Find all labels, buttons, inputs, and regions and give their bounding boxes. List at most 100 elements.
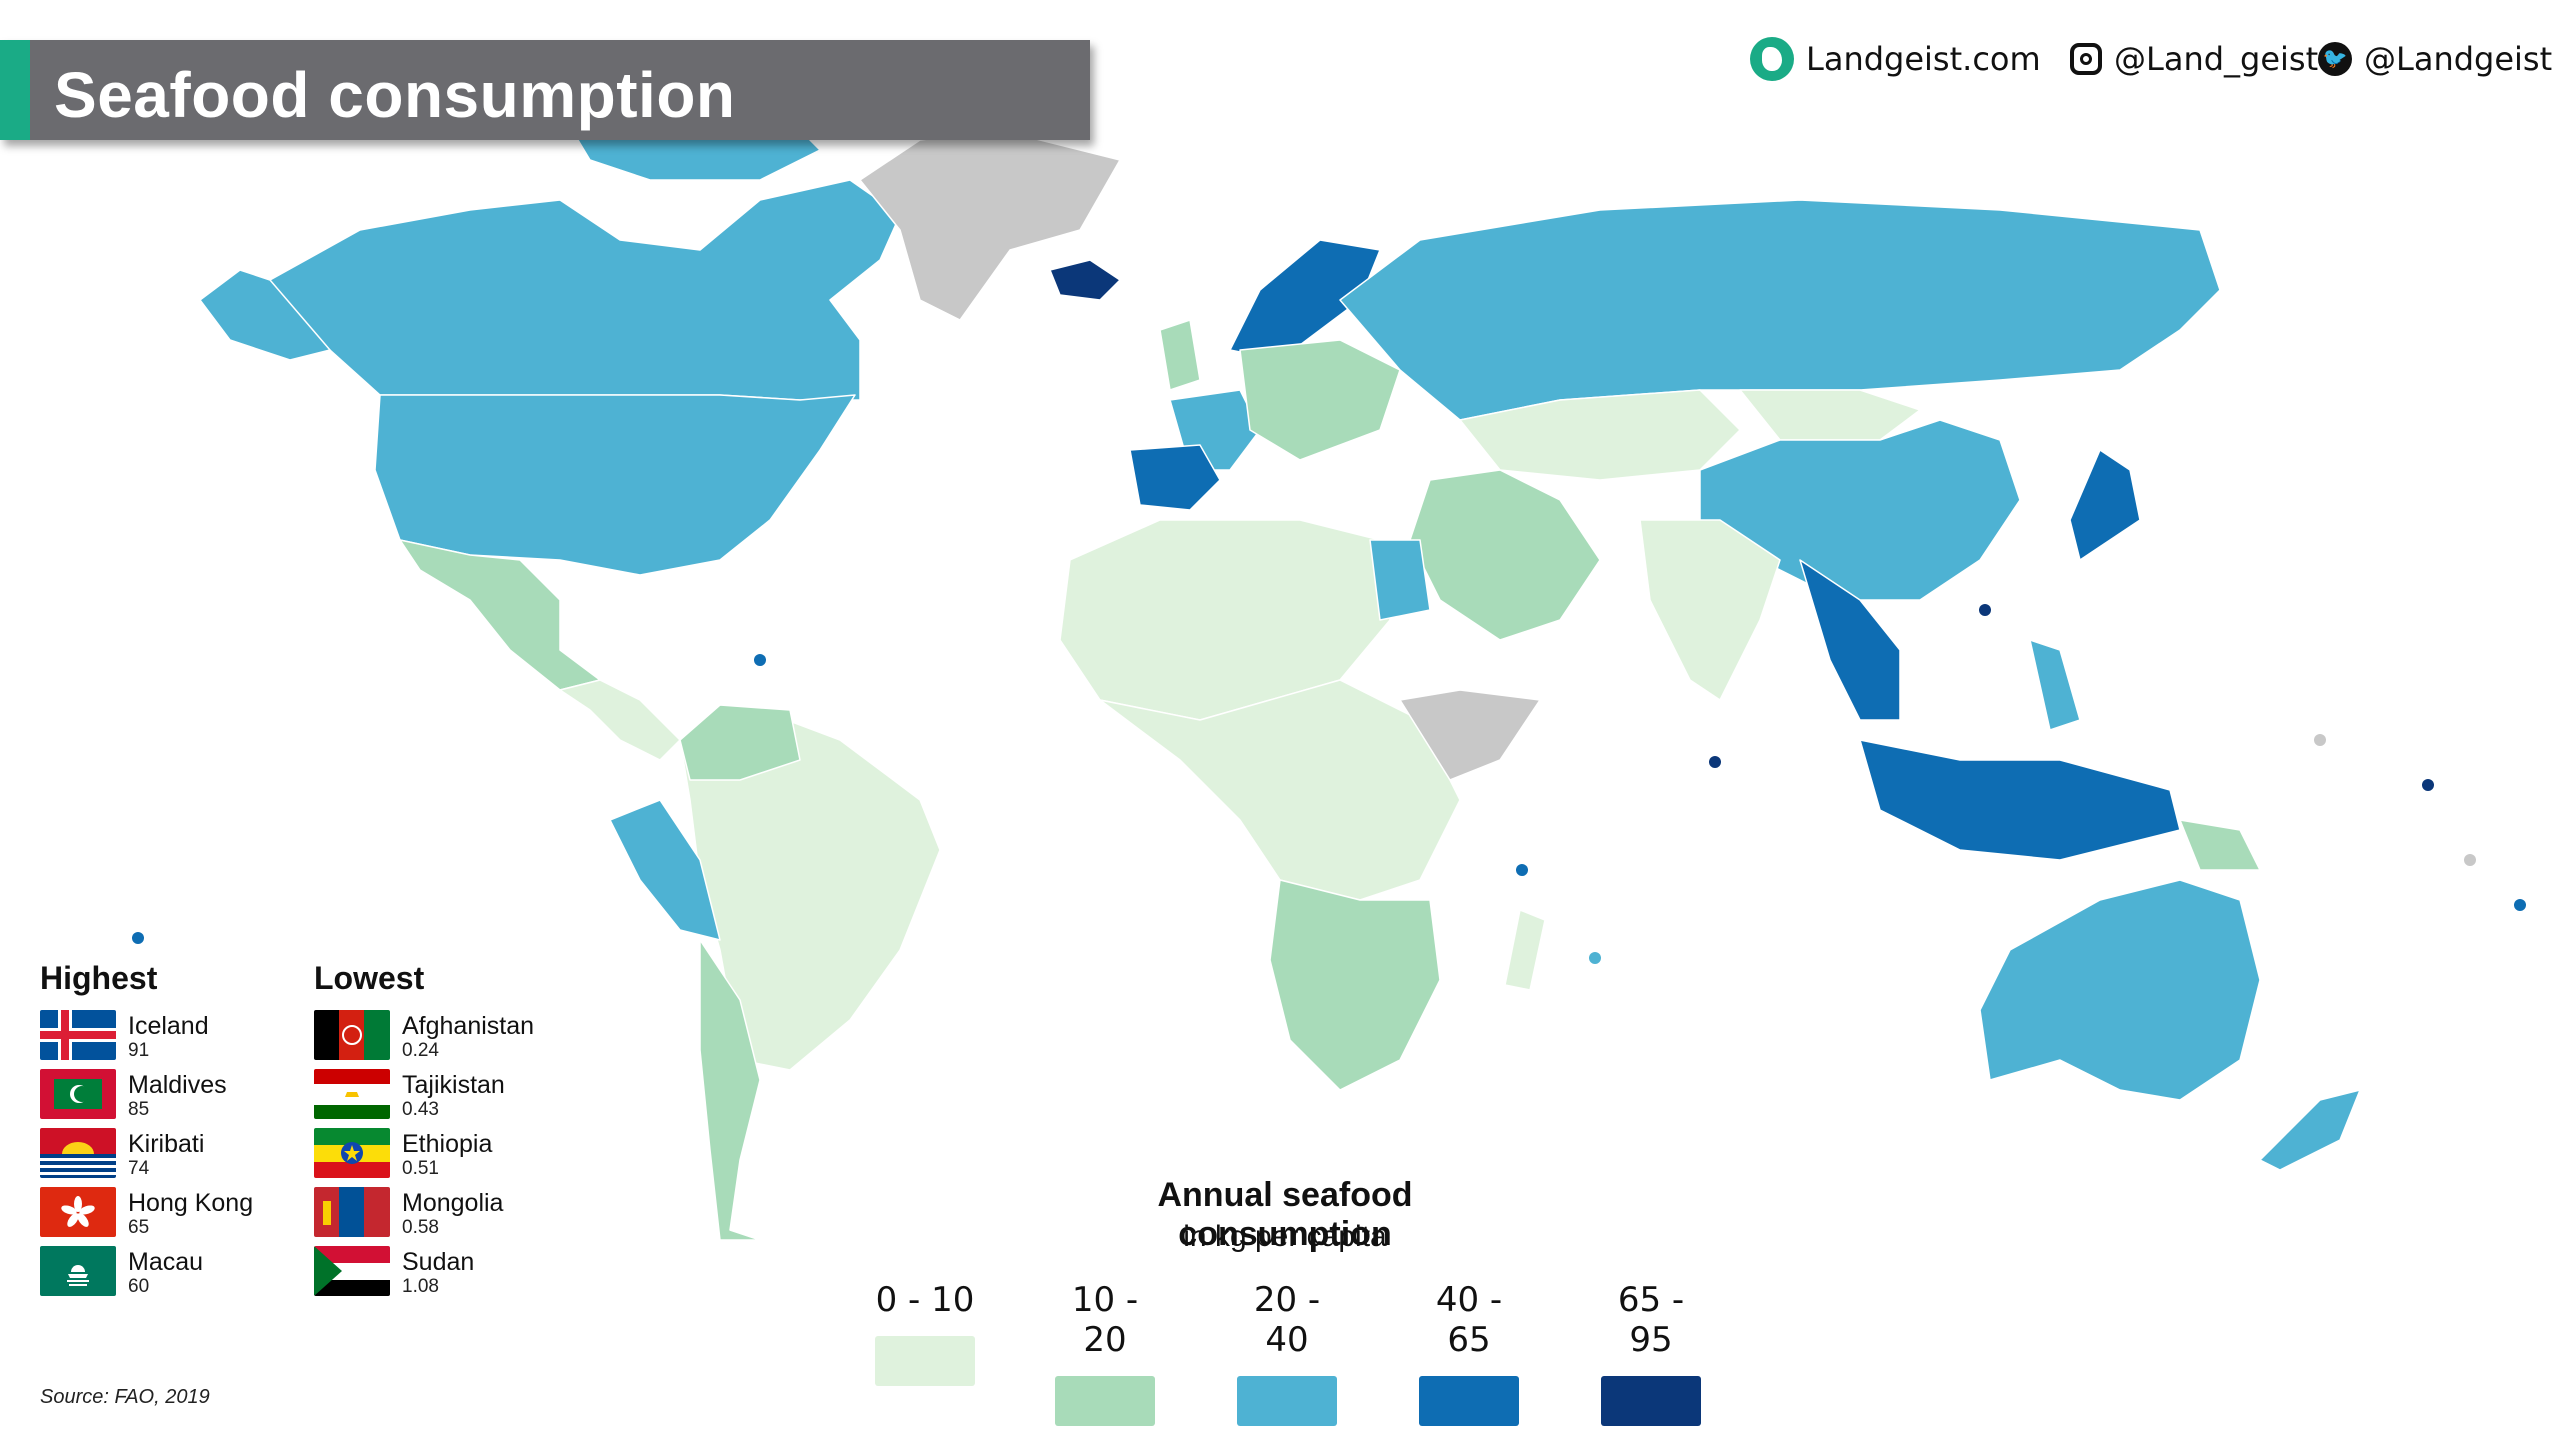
region-usa <box>374 394 856 576</box>
legend-bin: 10 - 20 <box>1050 1280 1160 1426</box>
legend-bin-label: 65 - 95 <box>1617 1280 1685 1360</box>
country-name: Maldives <box>128 1071 227 1099</box>
highest-item: Iceland 91 <box>40 1010 300 1062</box>
region-egypt <box>1369 539 1431 621</box>
legend-bin: 20 - 40 <box>1232 1280 1342 1426</box>
iceland-flag-icon <box>40 1010 116 1060</box>
country-value: 0.58 <box>402 1217 439 1238</box>
page-title: Seafood consumption <box>54 59 736 131</box>
region-uk-ireland <box>1159 319 1201 391</box>
region-central-asia <box>1459 389 1741 481</box>
region-russia <box>1339 199 2221 421</box>
legend-bin-label: 10 - 20 <box>1071 1280 1139 1360</box>
highest-item: Macau 60 <box>40 1246 300 1298</box>
island-no-data-marker <box>2464 854 2476 866</box>
ethiopia-flag-icon <box>314 1128 390 1178</box>
region-australia <box>1979 879 2261 1101</box>
country-value: 91 <box>128 1040 150 1061</box>
country-name: Macau <box>128 1248 204 1276</box>
region-central-africa <box>1099 679 1461 901</box>
legend-bin-swatch <box>875 1336 975 1386</box>
highest-item: Hong Kong 65 <box>40 1187 300 1239</box>
region-canada <box>269 179 901 401</box>
highest-heading: Highest <box>40 960 158 996</box>
lowest-item: Tajikistan 0.43 <box>314 1069 574 1121</box>
island-mauritius-marker <box>1589 952 1601 964</box>
country-name: Mongolia <box>402 1189 504 1217</box>
region-north-africa <box>1059 519 1391 721</box>
globe-icon <box>1750 37 1794 81</box>
website-label: Landgeist.com <box>1806 40 2041 78</box>
lowest-heading: Lowest <box>314 960 425 996</box>
legend-bin-label: 0 - 10 <box>875 1280 975 1320</box>
island-seychelles-marker <box>1516 864 1528 876</box>
legend-bin-label: 40 - 65 <box>1435 1280 1503 1360</box>
tajikistan-flag-icon <box>314 1069 390 1119</box>
title-accent-stripe <box>0 40 30 140</box>
instagram-handle: @Land_geist <box>2114 40 2319 78</box>
region-india <box>1639 519 1781 701</box>
website-credit[interactable]: Landgeist.com <box>1750 34 2041 84</box>
country-value: 74 <box>128 1158 150 1179</box>
country-name: Kiribati <box>128 1130 205 1158</box>
island-maldives-marker <box>1709 756 1721 768</box>
island-pacific-marker <box>2514 899 2526 911</box>
twitter-handle: @Landgeist <box>2364 40 2553 78</box>
mongolia-flag-icon <box>314 1187 390 1237</box>
highest-item: Kiribati 74 <box>40 1128 300 1180</box>
region-central-europe <box>1239 339 1401 461</box>
lowest-item: Sudan 1.08 <box>314 1246 574 1298</box>
region-papua-new-guinea <box>2179 819 2261 871</box>
country-value: 60 <box>128 1276 150 1297</box>
region-middle-east <box>1409 469 1601 641</box>
region-iceland <box>1049 259 1121 301</box>
region-southeast-asia <box>1799 559 1901 721</box>
region-japan <box>2069 449 2141 561</box>
region-horn-of-africa <box>1399 689 1541 781</box>
island-hawaii-marker <box>132 932 144 944</box>
twitter-credit[interactable]: 🐦 @Landgeist <box>2318 34 2552 84</box>
legend-bin-swatch <box>1055 1376 1155 1426</box>
legend-bin: 65 - 95 <box>1596 1280 1706 1426</box>
country-value: 0.51 <box>402 1158 439 1179</box>
country-name: Iceland <box>128 1012 209 1040</box>
island-hong-kong-marker <box>1979 604 1991 616</box>
kiribati-flag-icon <box>40 1128 116 1178</box>
region-philippines <box>2029 639 2081 731</box>
country-value: 0.43 <box>402 1099 439 1120</box>
legend-subtitle: in kg per capita <box>1183 1220 1387 1253</box>
legend-bin-swatch <box>1601 1376 1701 1426</box>
legend-bin-label: 20 - 40 <box>1253 1280 1321 1360</box>
region-madagascar <box>1504 909 1546 991</box>
instagram-credit[interactable]: @Land_geist <box>2070 34 2318 84</box>
region-alaska <box>199 269 331 361</box>
region-chile-argentina <box>699 939 761 1241</box>
afghanistan-flag-icon <box>314 1010 390 1060</box>
region-mongolia <box>1739 389 1921 441</box>
legend-bin-swatch <box>1237 1376 1337 1426</box>
region-southern-africa <box>1269 879 1441 1091</box>
maldives-flag-icon <box>40 1069 116 1119</box>
hong-kong-flag-icon <box>40 1187 116 1237</box>
sudan-flag-icon <box>314 1246 390 1296</box>
region-central-america <box>559 679 681 761</box>
island-caribbean-marker <box>754 654 766 666</box>
twitter-bird-icon: 🐦 <box>2318 42 2352 76</box>
title-banner: Seafood consumption <box>0 40 1090 140</box>
legend-bin: 0 - 10 <box>870 1280 980 1386</box>
macau-flag-icon <box>40 1246 116 1296</box>
highest-item: Maldives 85 <box>40 1069 300 1121</box>
legend-bin-swatch <box>1419 1376 1519 1426</box>
country-name: Hong Kong <box>128 1189 254 1217</box>
region-indonesia <box>1859 739 2181 861</box>
country-name: Tajikistan <box>402 1071 505 1099</box>
legend-bin: 40 - 65 <box>1414 1280 1524 1426</box>
lowest-item: Mongolia 0.58 <box>314 1187 574 1239</box>
region-peru-ecuador <box>609 799 721 941</box>
lowest-item: Ethiopia 0.51 <box>314 1128 574 1180</box>
lowest-item: Afghanistan 0.24 <box>314 1010 574 1062</box>
region-iberia <box>1129 444 1221 511</box>
country-name: Afghanistan <box>402 1012 535 1040</box>
region-new-zealand <box>2259 1089 2361 1171</box>
